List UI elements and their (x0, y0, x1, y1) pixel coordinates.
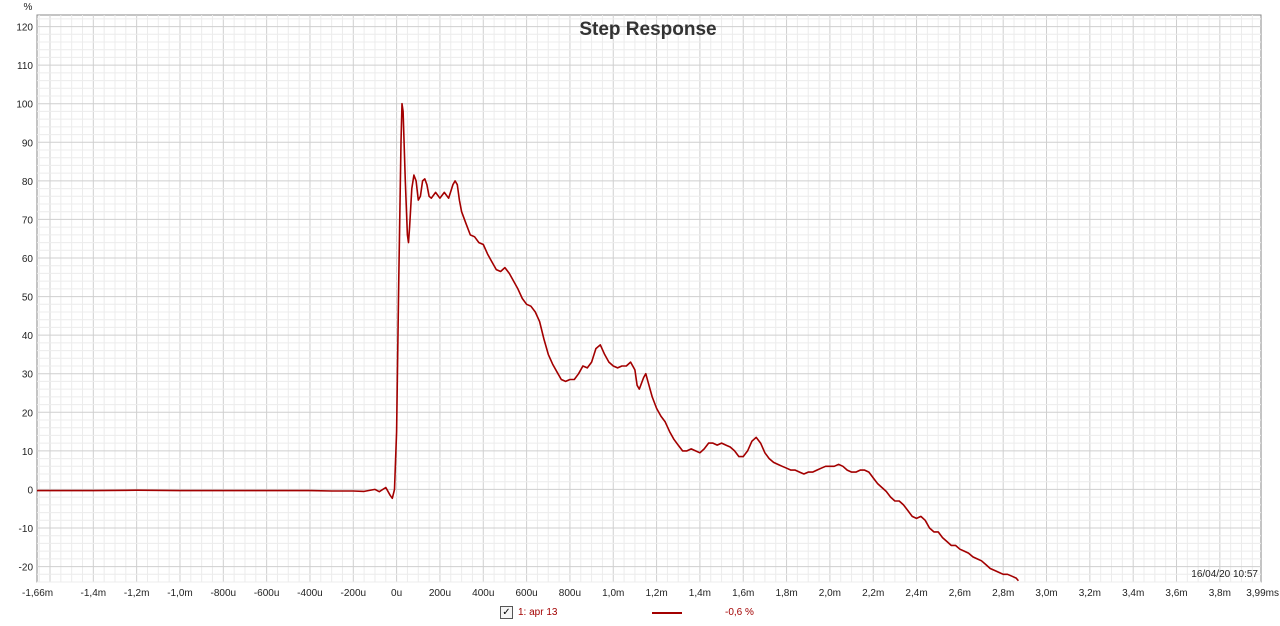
y-tick-label: 0 (27, 485, 33, 496)
x-axis-ticks: -1,66m -1,4m -1,2m -1,0m -800u -600u -400u -200… (22, 588, 1279, 599)
y-tick-label: 60 (22, 254, 34, 265)
x-tick-label: 200u (429, 588, 451, 599)
y-tick-label: 30 (22, 370, 34, 381)
chart-title: Step Response (579, 19, 716, 40)
x-tick-label: 1,4m (689, 588, 711, 599)
x-tick-label: 3,0m (1035, 588, 1057, 599)
x-tick-label: -600u (254, 588, 280, 599)
x-tick-label: 1,2m (645, 588, 667, 599)
y-tick-label: 70 (22, 215, 34, 226)
x-tick-label: 2,4m (905, 588, 927, 599)
y-tick-label: 110 (17, 61, 33, 72)
x-tick-label: 400u (472, 588, 494, 599)
legend-series-value: -0,6 % (725, 607, 754, 618)
grid (37, 15, 1261, 583)
y-tick-label: 80 (22, 177, 34, 188)
y-tick-label: 100 (16, 100, 33, 111)
y-tick-label: 40 (22, 331, 34, 342)
x-tick-label: 3,99ms (1246, 588, 1279, 599)
y-axis-ticks: -20 -10 0 10 20 30 40 50 60 70 80 90 100 110 120 (16, 23, 33, 574)
legend-series-name: 1: apr 13 (518, 607, 558, 618)
x-tick-label: 2,2m (862, 588, 884, 599)
y-tick-label: -10 (19, 524, 34, 535)
y-tick-label: 50 (22, 293, 34, 304)
x-tick-label: 2,8m (992, 588, 1014, 599)
x-tick-label: -1,66m (22, 588, 53, 599)
x-tick-label: 2,0m (819, 588, 841, 599)
x-tick-label: 1,0m (602, 588, 624, 599)
y-tick-label: 20 (22, 408, 34, 419)
x-tick-label: 800u (559, 588, 581, 599)
x-tick-label: -800u (211, 588, 237, 599)
y-tick-label: -20 (19, 563, 34, 574)
x-tick-label: 1,6m (732, 588, 754, 599)
y-axis-label: % (24, 2, 33, 13)
x-tick-label: 3,4m (1122, 588, 1144, 599)
series-line (37, 102, 1020, 582)
series-toggle-checkbox[interactable]: ✓ (500, 606, 513, 619)
y-tick-label: 10 (22, 447, 34, 458)
legend-line-swatch (652, 612, 682, 614)
y-tick-label: 120 (16, 23, 33, 34)
y-tick-label: 90 (22, 138, 34, 149)
series-layer (37, 102, 1020, 582)
x-tick-label: -1,0m (167, 588, 193, 599)
x-tick-label: 3,8m (1209, 588, 1231, 599)
x-tick-label: -400u (297, 588, 323, 599)
timestamp: 16/04/20 10:57 (1191, 569, 1258, 580)
x-tick-label: 1,8m (775, 588, 797, 599)
x-tick-label: -200u (341, 588, 367, 599)
x-tick-label: 3,2m (1079, 588, 1101, 599)
x-tick-label: 3,6m (1165, 588, 1187, 599)
x-tick-label: -1,2m (124, 588, 150, 599)
legend: ✓ 1: apr 13 -0,6 % (500, 605, 800, 623)
x-tick-label: -1,4m (81, 588, 107, 599)
x-tick-label: 0u (391, 588, 402, 599)
x-tick-label: 600u (515, 588, 537, 599)
x-tick-label: 2,6m (949, 588, 971, 599)
